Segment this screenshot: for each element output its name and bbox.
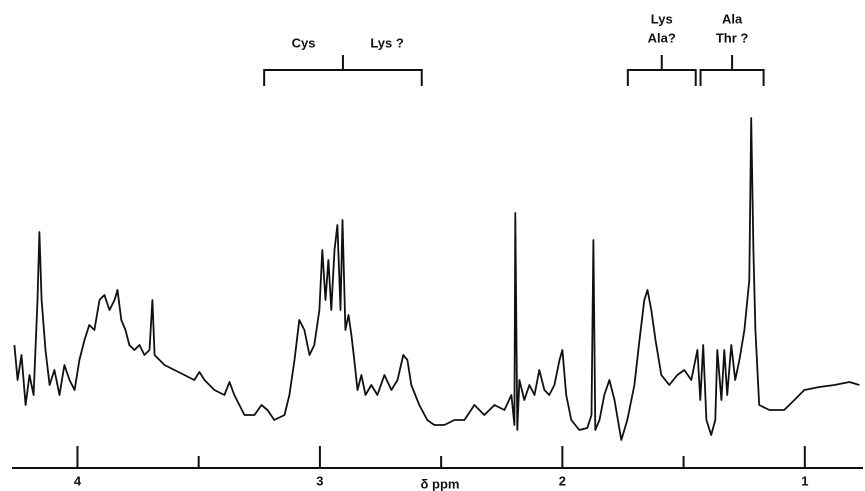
x-tick-label: 3 — [316, 473, 323, 488]
bracket — [263, 55, 423, 86]
bracket-label: Thr ? — [716, 30, 749, 45]
bracket-label: Ala — [722, 11, 743, 26]
bracket — [626, 55, 697, 86]
x-tick-label: 2 — [559, 473, 566, 488]
bracket-label: Lys ? — [370, 35, 404, 50]
bracket-label: Ala? — [648, 30, 676, 45]
bracket-label: Lys — [651, 11, 673, 26]
x-axis-label: δ ppm — [421, 476, 460, 491]
bracket-label: Cys — [292, 35, 316, 50]
spectrum-line — [13, 117, 860, 441]
bracket — [699, 55, 765, 86]
x-tick-label: 4 — [74, 473, 82, 488]
x-tick-label: 1 — [801, 473, 808, 488]
